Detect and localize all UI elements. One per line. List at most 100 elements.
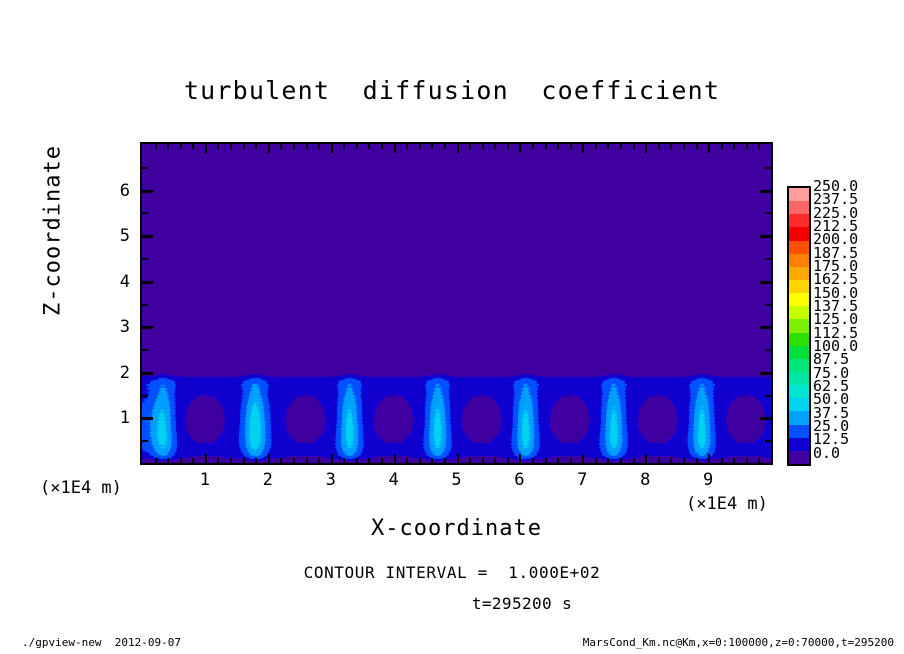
colorbar-band — [789, 411, 809, 425]
axis-tick — [204, 454, 207, 463]
colorbar-tick-label: 150.0 — [813, 283, 859, 302]
axis-tick — [267, 144, 270, 153]
colorbar-band — [789, 424, 809, 438]
colorbar-band — [789, 188, 809, 202]
contour-interval-label: CONTOUR INTERVAL = 1.000E+02 — [303, 563, 601, 582]
y-tick-label: 5 — [119, 226, 130, 247]
axis-tick — [733, 144, 736, 149]
axis-tick — [217, 144, 220, 149]
footer-command: ./gpview-new 2012-09-07 — [22, 636, 181, 649]
colorbar-band — [789, 319, 809, 333]
axis-tick — [765, 349, 771, 352]
axis-tick — [620, 144, 623, 149]
axis-tick — [330, 454, 333, 463]
axis-tick — [760, 326, 771, 330]
axis-tick — [406, 458, 409, 463]
axis-tick — [745, 144, 748, 149]
x-tick-label: 5 — [451, 470, 462, 490]
colorbar-tick-label: 25.0 — [813, 417, 850, 435]
colorbar-tick-label: 225.0 — [813, 203, 859, 222]
axis-tick — [318, 458, 321, 463]
axis-tick — [267, 454, 270, 463]
axis-tick — [760, 280, 771, 284]
axis-tick — [760, 235, 771, 239]
axis-tick — [418, 144, 421, 149]
plot-area — [140, 142, 773, 465]
colorbar-band — [789, 240, 809, 254]
axis-tick — [381, 458, 384, 463]
axis-tick — [292, 144, 295, 149]
axis-tick — [167, 458, 170, 463]
x-tick-label: 6 — [514, 470, 525, 490]
colorbar-tick-label: 100.0 — [813, 337, 859, 355]
axis-tick — [765, 394, 771, 397]
axis-tick — [531, 144, 534, 149]
x-tick-label: 8 — [640, 470, 651, 490]
axis-tick — [657, 144, 660, 149]
axis-tick — [682, 458, 685, 463]
axis-tick — [443, 144, 446, 149]
axis-tick — [544, 458, 547, 463]
axis-tick — [582, 144, 585, 153]
axis-tick — [557, 144, 560, 149]
colorbar-band — [789, 306, 809, 320]
colorbar-tick-label: 112.5 — [813, 323, 859, 342]
colorbar-band — [789, 227, 809, 241]
colorbar-tick-label: 62.5 — [813, 377, 850, 395]
y-tick-label: 2 — [119, 362, 130, 383]
axis-tick — [142, 326, 153, 330]
colorbar-band — [789, 201, 809, 215]
y-tick-label: 6 — [119, 180, 130, 201]
axis-tick — [381, 144, 384, 149]
axis-tick — [607, 144, 610, 149]
colorbar-band — [789, 266, 809, 280]
axis-tick — [142, 303, 148, 306]
axis-tick — [355, 144, 358, 149]
axis-tick — [695, 458, 698, 463]
axis-tick — [179, 144, 182, 149]
axis-tick — [305, 144, 308, 149]
axis-tick — [594, 144, 597, 149]
page-title: turbulent diffusion coefficient — [183, 76, 721, 105]
colorbar-band — [789, 345, 809, 359]
contour-field — [142, 144, 771, 463]
axis-tick — [760, 371, 771, 375]
colorbar-tick-label: 75.0 — [813, 363, 850, 382]
axis-tick — [142, 371, 153, 375]
colorbar-tick-label: 212.5 — [813, 217, 859, 235]
axis-tick — [594, 458, 597, 463]
time-label: t=295200 s — [471, 594, 573, 613]
colorbar-tick-label: 187.5 — [813, 243, 859, 262]
axis-tick — [179, 458, 182, 463]
axis-tick — [192, 144, 195, 149]
axis-tick — [142, 235, 153, 239]
y-tick-label: 1 — [119, 408, 130, 429]
colorbar-tick-label: 37.5 — [813, 403, 850, 422]
x-unit-label-left: (×1E4 m) — [40, 478, 122, 498]
axis-tick — [760, 189, 771, 193]
axis-tick — [733, 458, 736, 463]
axis-tick — [481, 144, 484, 149]
axis-tick — [393, 454, 396, 463]
axis-tick — [765, 257, 771, 260]
axis-tick — [670, 144, 673, 149]
axis-tick — [142, 280, 153, 284]
axis-tick — [305, 458, 308, 463]
axis-tick — [620, 458, 623, 463]
colorbar-band — [789, 214, 809, 228]
colorbar-tick-label: 175.0 — [813, 257, 859, 275]
axis-tick — [318, 144, 321, 149]
y-tick-label: 4 — [119, 271, 130, 292]
axis-tick — [142, 212, 148, 215]
axis-tick — [330, 144, 333, 153]
axis-tick — [494, 458, 497, 463]
axis-tick — [230, 458, 233, 463]
colorbar-tick-label: 50.0 — [813, 390, 850, 409]
x-tick-label: 7 — [577, 470, 588, 490]
axis-tick — [142, 189, 153, 193]
colorbar-band — [789, 371, 809, 386]
axis-tick — [519, 144, 522, 153]
axis-tick — [280, 458, 283, 463]
axis-tick — [708, 144, 711, 153]
axis-tick — [192, 458, 195, 463]
